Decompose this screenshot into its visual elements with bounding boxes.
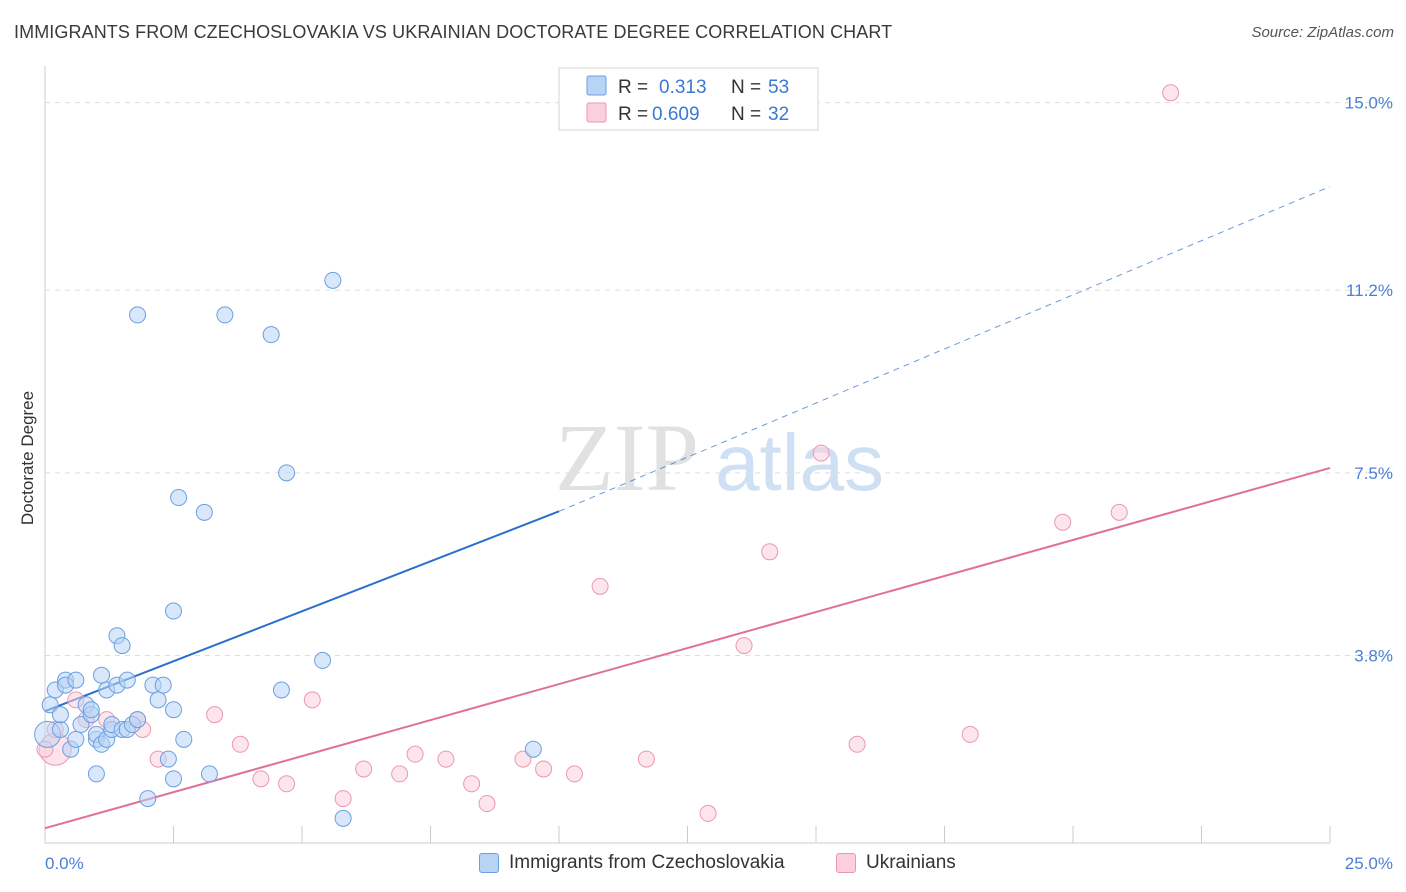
point-czechoslovakia-37 bbox=[165, 602, 182, 620]
trend-line-czechoslovakia-extension bbox=[558, 186, 1331, 512]
point-czechoslovakia-36 bbox=[165, 701, 182, 719]
point-czechoslovakia-40 bbox=[175, 730, 193, 748]
point-czechoslovakia-47 bbox=[314, 651, 332, 669]
y-tick-label-2: 11.2% bbox=[1346, 281, 1393, 300]
legend-n-value-1: 53 bbox=[768, 77, 789, 98]
point-czechoslovakia-3 bbox=[51, 706, 69, 724]
point-ukrainians-22 bbox=[565, 765, 583, 783]
x-tick-label-1: 25.0% bbox=[1345, 854, 1393, 873]
point-ukrainians-28 bbox=[812, 444, 830, 462]
trend-line-ukrainians bbox=[44, 466, 1331, 830]
point-czechoslovakia-9 bbox=[72, 716, 90, 734]
point-ukrainians-24 bbox=[637, 750, 655, 768]
legend-r-label-1: R = bbox=[618, 77, 648, 98]
point-czechoslovakia-35 bbox=[159, 750, 177, 768]
point-ukrainians-11 bbox=[278, 775, 296, 793]
axes bbox=[44, 66, 1331, 844]
bottom-legend-label-series1: Immigrants from Czechoslovakia bbox=[509, 852, 785, 873]
legend-r-value-2: 0.609 bbox=[652, 104, 700, 125]
y-tick-labels: 3.8% 7.5% 11.2% 15.0% bbox=[1345, 94, 1393, 666]
legend-swatch-series2 bbox=[586, 102, 607, 123]
legend-r-label-2: R = bbox=[618, 104, 648, 125]
point-czechoslovakia-7 bbox=[67, 671, 85, 689]
bottom-legend: Immigrants from Czechoslovakia Ukrainian… bbox=[0, 850, 1406, 880]
point-czechoslovakia-17 bbox=[93, 666, 111, 684]
point-ukrainians-20 bbox=[514, 750, 532, 768]
legend-n-label-1: N = bbox=[731, 77, 761, 98]
point-czechoslovakia-25 bbox=[113, 637, 131, 655]
point-ukrainians-18 bbox=[463, 775, 481, 793]
point-ukrainians-12 bbox=[303, 691, 321, 709]
point-ukrainians-21 bbox=[535, 760, 553, 778]
point-czechoslovakia-38 bbox=[165, 770, 182, 788]
watermark: ZIP atlas bbox=[555, 404, 884, 511]
point-ukrainians-23 bbox=[591, 577, 609, 595]
y-tick-label-3: 15.0% bbox=[1345, 94, 1393, 113]
x-tick-label-0: 0.0% bbox=[45, 854, 84, 873]
point-czechoslovakia-42 bbox=[200, 765, 218, 783]
point-ukrainians-31 bbox=[1054, 513, 1072, 531]
point-ukrainians-10 bbox=[252, 770, 270, 788]
legend-n-label-2: N = bbox=[731, 104, 761, 125]
bottom-legend-item-series1: Immigrants from Czechoslovakia bbox=[479, 852, 785, 874]
point-czechoslovakia-14 bbox=[87, 765, 105, 783]
point-czechoslovakia-45 bbox=[272, 681, 290, 699]
point-czechoslovakia-2 bbox=[51, 720, 69, 738]
point-ukrainians-16 bbox=[406, 745, 424, 763]
source-credit: Source: ZipAtlas.com bbox=[1251, 24, 1394, 41]
point-ukrainians-13 bbox=[334, 790, 352, 808]
point-ukrainians-14 bbox=[355, 760, 373, 778]
point-ukrainians-19 bbox=[478, 795, 496, 813]
point-czechoslovakia-30 bbox=[129, 306, 147, 324]
y-axis-label: Doctorate Degree bbox=[18, 391, 37, 525]
legend-r-value-1: 0.313 bbox=[659, 77, 707, 98]
point-czechoslovakia-26 bbox=[118, 671, 136, 689]
x-tick-labels: 0.0% 25.0% bbox=[45, 854, 1393, 873]
point-czechoslovakia-43 bbox=[216, 306, 234, 324]
point-ukrainians-30 bbox=[961, 725, 979, 743]
y-tick-label-0: 3.8% bbox=[1354, 646, 1393, 665]
legend-n-value-2: 32 bbox=[768, 104, 789, 125]
point-czechoslovakia-31 bbox=[139, 790, 157, 808]
y-tick-label-1: 7.5% bbox=[1354, 464, 1393, 483]
point-ukrainians-26 bbox=[735, 637, 753, 655]
legend: R = 0.313 N = 53 R = 0.609 N = 32 bbox=[558, 67, 819, 131]
point-czechoslovakia-50 bbox=[524, 740, 542, 758]
watermark-zip: ZIP bbox=[555, 404, 699, 511]
point-ukrainians-27 bbox=[761, 543, 779, 561]
point-czechoslovakia-12 bbox=[82, 701, 100, 719]
point-czechoslovakia-44 bbox=[262, 326, 280, 344]
point-czechoslovakia-46 bbox=[278, 464, 296, 482]
point-czechoslovakia-39 bbox=[170, 489, 188, 507]
bottom-legend-label-series2: Ukrainians bbox=[866, 852, 956, 873]
point-ukrainians-33 bbox=[1162, 84, 1180, 102]
point-ukrainians-32 bbox=[1110, 503, 1128, 521]
point-ukrainians-29 bbox=[848, 735, 866, 753]
point-ukrainians-9 bbox=[231, 735, 249, 753]
point-czechoslovakia-49 bbox=[334, 809, 352, 827]
gridlines bbox=[45, 102, 1393, 656]
point-czechoslovakia-41 bbox=[195, 503, 213, 521]
watermark-atlas: atlas bbox=[715, 418, 884, 507]
point-czechoslovakia-8 bbox=[67, 730, 85, 748]
point-ukrainians-8 bbox=[206, 706, 224, 724]
point-ukrainians-25 bbox=[699, 804, 717, 822]
point-czechoslovakia-48 bbox=[324, 271, 342, 289]
point-ukrainians-15 bbox=[391, 765, 409, 783]
bottom-legend-item-series2: Ukrainians bbox=[836, 852, 956, 874]
point-czechoslovakia-33 bbox=[149, 691, 167, 709]
point-ukrainians-17 bbox=[437, 750, 455, 768]
bottom-legend-swatch-series1 bbox=[479, 853, 499, 873]
data-points bbox=[34, 84, 1180, 827]
point-czechoslovakia-29 bbox=[129, 711, 147, 729]
bottom-legend-swatch-series2 bbox=[836, 853, 856, 873]
legend-swatch-series1 bbox=[586, 75, 607, 96]
point-czechoslovakia-0 bbox=[41, 696, 59, 714]
chart-title: IMMIGRANTS FROM CZECHOSLOVAKIA VS UKRAIN… bbox=[14, 22, 893, 42]
point-czechoslovakia-34 bbox=[154, 676, 172, 694]
